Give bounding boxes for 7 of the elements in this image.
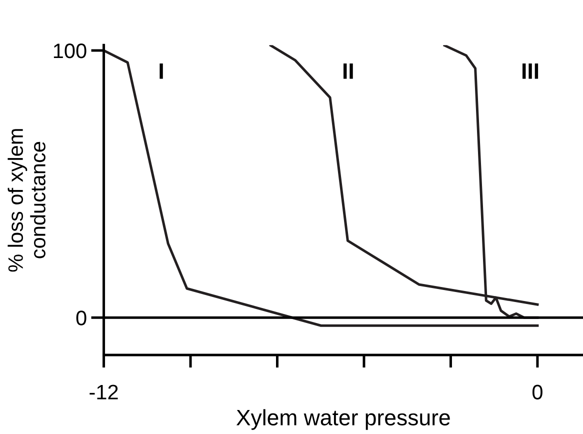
annotation: III <box>522 63 538 79</box>
annotation: I <box>160 63 163 79</box>
x-tick-label: -12 <box>90 384 118 400</box>
x-axis-title: Xylem water pressure <box>236 409 450 430</box>
y-axis-title: % loss of xylem conductance <box>8 129 46 272</box>
y-tick-label: 100 <box>54 43 86 58</box>
annotation: II <box>343 63 353 79</box>
